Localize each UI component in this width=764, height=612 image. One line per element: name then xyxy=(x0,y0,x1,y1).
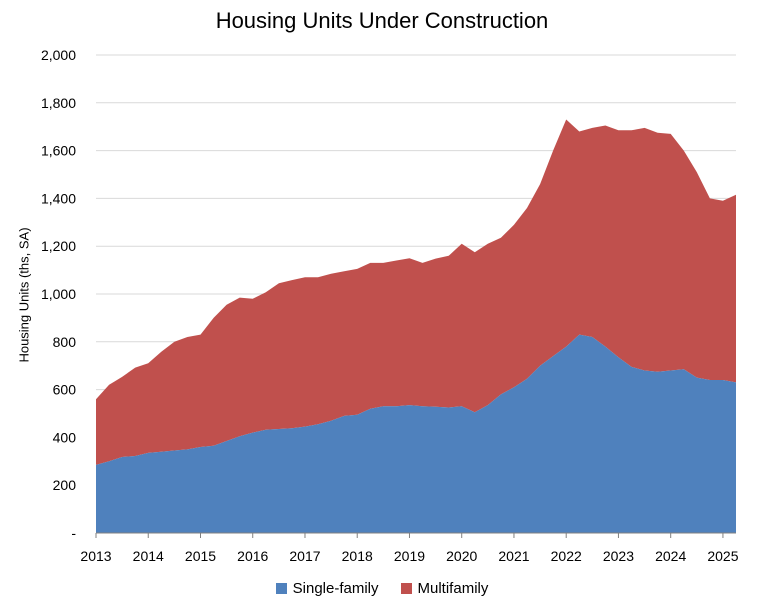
y-tick-label: 1,800 xyxy=(41,95,76,111)
series-area-multifamily xyxy=(96,119,736,465)
y-tick-label: 2,000 xyxy=(41,47,76,63)
legend-item-multifamily: Multifamily xyxy=(400,580,489,597)
x-tick-label: 2018 xyxy=(342,548,373,564)
x-tick-label: 2024 xyxy=(655,548,686,564)
legend-swatch-single-family xyxy=(275,583,287,594)
legend-label-multifamily: Multifamily xyxy=(417,580,489,597)
x-tick-label: 2014 xyxy=(133,548,164,564)
x-tick-label: 2019 xyxy=(394,548,425,564)
x-tick-label: 2022 xyxy=(551,548,582,564)
legend-swatch-multifamily xyxy=(400,583,412,594)
y-tick-label: 1,000 xyxy=(41,286,76,302)
x-tick-label: 2017 xyxy=(289,548,320,564)
legend-label-single-family: Single-family xyxy=(292,580,379,597)
legend: Single-family Multifamily xyxy=(0,580,764,597)
y-tick-label: - xyxy=(71,525,76,541)
x-tick-label: 2020 xyxy=(446,548,477,564)
x-tick-label: 2013 xyxy=(80,548,111,564)
x-tick-label: 2016 xyxy=(237,548,268,564)
x-tick-label: 2015 xyxy=(185,548,216,564)
y-tick-label: 600 xyxy=(53,382,77,398)
y-tick-label: 1,200 xyxy=(41,238,76,254)
series-area-single-family xyxy=(96,334,736,533)
y-tick-label: 800 xyxy=(53,334,77,350)
x-tick-label: 2023 xyxy=(603,548,634,564)
y-tick-label: 200 xyxy=(53,477,77,493)
y-tick-label: 1,400 xyxy=(41,190,76,206)
chart-title: Housing Units Under Construction xyxy=(215,8,549,33)
x-tick-label: 2025 xyxy=(707,548,738,564)
x-tick-label: 2021 xyxy=(498,548,529,564)
y-tick-label: 1,600 xyxy=(41,143,76,159)
y-tick-label: 400 xyxy=(53,429,77,445)
legend-item-single-family: Single-family xyxy=(275,580,379,597)
